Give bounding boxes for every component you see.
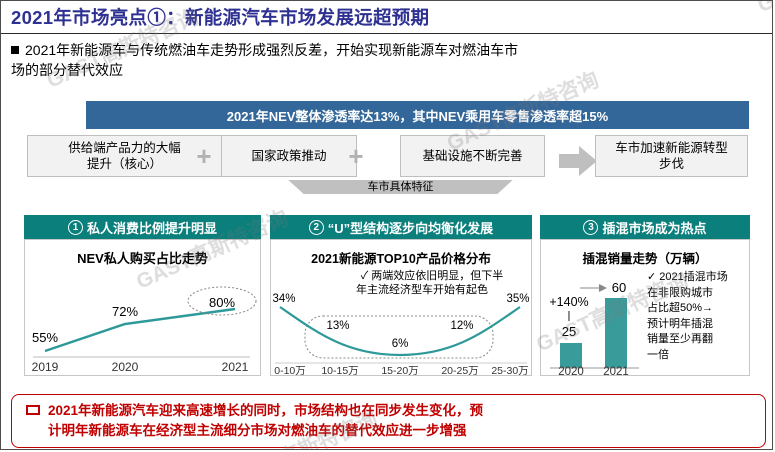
- svg-text:15-20万: 15-20万: [381, 365, 418, 376]
- svg-text:25: 25: [562, 324, 576, 339]
- svg-text:0-10万: 0-10万: [274, 365, 306, 376]
- svg-text:34%: 34%: [272, 293, 295, 305]
- svg-text:25-30万: 25-30万: [491, 365, 528, 376]
- svg-text:2019: 2019: [32, 360, 59, 374]
- svg-text:20-25万: 20-25万: [441, 365, 478, 376]
- svg-text:13%: 13%: [326, 320, 349, 332]
- svg-text:年主流经济型车开始有起色: 年主流经济型车开始有起色: [356, 282, 488, 296]
- svg-text:2020: 2020: [112, 360, 139, 374]
- svg-text:55%: 55%: [32, 330, 58, 345]
- svg-text:60: 60: [612, 280, 626, 295]
- svg-text:丨: 丨: [564, 310, 575, 323]
- svg-text:2021: 2021: [222, 360, 249, 374]
- svg-text:80%: 80%: [209, 295, 235, 310]
- svg-text:6%: 6%: [392, 338, 409, 350]
- svg-text:10-15万: 10-15万: [321, 365, 358, 376]
- svg-text:2020: 2020: [558, 366, 584, 376]
- svg-text:35%: 35%: [506, 293, 529, 305]
- svg-text:+140%: +140%: [549, 295, 588, 309]
- svg-text:2021: 2021: [603, 366, 629, 376]
- svg-text:72%: 72%: [112, 304, 138, 319]
- svg-text:✓ 两端效应依旧明显，但下半: ✓ 两端效应依旧明显，但下半: [361, 269, 504, 282]
- svg-text:12%: 12%: [450, 320, 473, 332]
